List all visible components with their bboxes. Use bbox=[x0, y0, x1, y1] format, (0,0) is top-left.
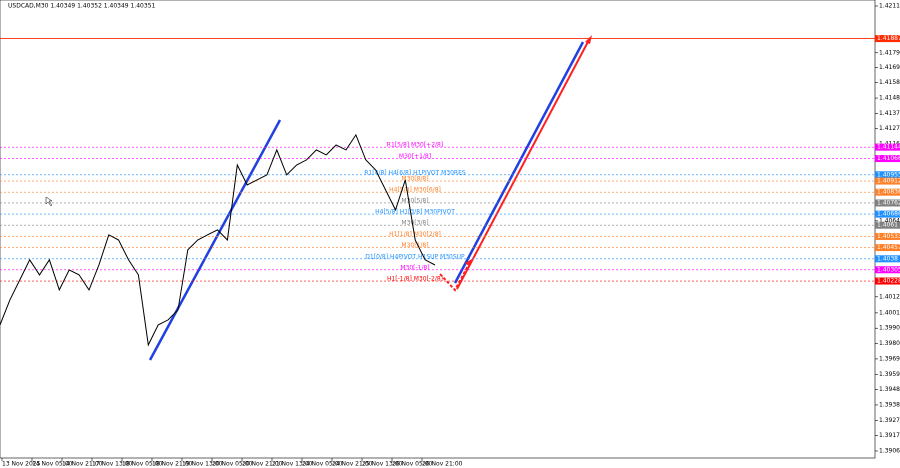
level-label: R1[5/8] M30[+2/8] bbox=[387, 142, 443, 149]
level-price-box bbox=[875, 155, 900, 163]
x-tick-label: 14 Nov 21:00 bbox=[62, 461, 103, 468]
y-tick-label: 1.39485 bbox=[879, 386, 900, 393]
level-label: R1[4/8] H4[6/8] H1PIVOT M30RES bbox=[364, 169, 466, 176]
level-price-box bbox=[875, 255, 900, 263]
y-tick-label: 1.39905 bbox=[879, 325, 900, 332]
x-tick-label: 17 Nov 13:00 bbox=[92, 461, 133, 468]
level-price-box bbox=[875, 232, 900, 240]
level-price-box bbox=[875, 171, 900, 179]
level-label: H4[5/8] M30[6/8] bbox=[389, 187, 441, 194]
level-label: D1[0/8] H4PIVOT H1SUP M30SUP bbox=[365, 253, 465, 260]
level-price: 1.4038 bbox=[877, 255, 898, 262]
y-tick-label: 1.40120 bbox=[879, 293, 900, 300]
level-label: H1[-1/8] M30[-2/8] bbox=[387, 276, 443, 283]
level-price-box bbox=[875, 221, 900, 229]
level-price-box bbox=[875, 199, 900, 207]
level-label: M30[1/8] bbox=[401, 242, 428, 249]
x-tick-label: 21 Nov 13:00 bbox=[272, 461, 313, 468]
x-tick-label: 20 Nov 21:00 bbox=[242, 461, 283, 468]
y-tick-label: 1.41690 bbox=[879, 64, 900, 71]
y-tick-label: 1.41480 bbox=[879, 95, 900, 102]
y-tick-label: 1.39695 bbox=[879, 355, 900, 362]
level-label: H1[1/8] M30[2/8] bbox=[389, 231, 441, 238]
trend-line bbox=[148, 119, 282, 361]
level-label: M30[5/8] bbox=[401, 197, 428, 204]
x-tick-label: 19 Nov 13:00 bbox=[182, 461, 223, 468]
y-tick-label: 1.41375 bbox=[879, 110, 900, 117]
level-price-box bbox=[875, 188, 900, 196]
level-label: H4[5/8] H1[3/8] M30PIVOT bbox=[375, 209, 455, 216]
level-price-box bbox=[875, 266, 900, 274]
arrow-head bbox=[465, 259, 472, 267]
y-tick-label: 1.4211 bbox=[879, 2, 900, 9]
forecast-dip bbox=[439, 261, 471, 292]
level-price-box bbox=[875, 210, 900, 218]
level-price-box bbox=[875, 177, 900, 185]
x-tick-label: 18 Nov 05:00 bbox=[122, 461, 163, 468]
chart-title: USDCAD,M30 1.40349 1.40352 1.40349 1.403… bbox=[8, 3, 156, 10]
x-tick-label: 24 Nov 05:00 bbox=[302, 461, 343, 468]
x-tick-label: 25 Nov 13:00 bbox=[362, 461, 403, 468]
x-tick-label: 13 Nov 2025 bbox=[2, 461, 41, 468]
arrow-head bbox=[585, 35, 592, 44]
cursor bbox=[45, 196, 53, 207]
x-tick-label: 18 Nov 21:00 bbox=[152, 461, 193, 468]
y-tick-label: 1.39170 bbox=[879, 432, 900, 439]
target-label: 1.41887 bbox=[877, 35, 900, 42]
x-tick-label: 26 Nov 21:00 bbox=[422, 461, 463, 468]
x-tick-label: 24 Nov 21:00 bbox=[332, 461, 373, 468]
x-tick-label: 20 Nov 05:00 bbox=[212, 461, 253, 468]
x-tick-label: 26 Nov 05:00 bbox=[392, 461, 433, 468]
y-tick-label: 1.39275 bbox=[879, 417, 900, 424]
target-label-box bbox=[875, 35, 900, 43]
level-label: M30[-1/8] bbox=[400, 264, 429, 271]
level-price: 1.41066 bbox=[877, 155, 900, 162]
level-price: 1.40228 bbox=[877, 278, 900, 285]
y-tick-label: 1.40010 bbox=[879, 309, 900, 316]
forecast-up-blue bbox=[453, 41, 585, 284]
y-tick-label: 1.41585 bbox=[879, 79, 900, 86]
y-tick-label: 1.40640 bbox=[879, 217, 900, 224]
y-tick-label: 1.41790 bbox=[879, 49, 900, 56]
level-price-box bbox=[875, 143, 900, 151]
level-price: 1.41144 bbox=[877, 144, 900, 151]
level-price: 1.4061 bbox=[877, 222, 898, 229]
level-label: M30[+1/8] bbox=[399, 153, 431, 160]
level-price: 1.40305 bbox=[877, 266, 900, 273]
level-label: M30[8/8] bbox=[401, 176, 428, 183]
price-line bbox=[0, 133, 436, 347]
level-price: 1.40533 bbox=[877, 233, 900, 240]
plot-frame bbox=[0, 0, 876, 459]
y-tick-label: 1.39380 bbox=[879, 401, 900, 408]
y-tick-label: 1.41270 bbox=[879, 125, 900, 132]
forecast-up-red bbox=[456, 37, 591, 290]
level-price: 1.40836 bbox=[877, 189, 900, 196]
y-tick-label: 1.39065 bbox=[879, 447, 900, 454]
level-price: 1.40955 bbox=[877, 171, 900, 178]
level-label: M30[3/8] bbox=[401, 220, 428, 227]
level-price-box bbox=[875, 277, 900, 285]
y-tick-label: 1.39590 bbox=[879, 371, 900, 378]
x-tick-label: 14 Nov 05:00 bbox=[32, 461, 73, 468]
level-price: 1.40912 bbox=[877, 178, 900, 185]
level-price: 1.40457 bbox=[877, 244, 900, 251]
level-price-box bbox=[875, 244, 900, 252]
y-tick-label: 1.39800 bbox=[879, 340, 900, 347]
level-price: 1.40762 bbox=[877, 199, 900, 206]
level-price: 1.40686 bbox=[877, 211, 900, 218]
